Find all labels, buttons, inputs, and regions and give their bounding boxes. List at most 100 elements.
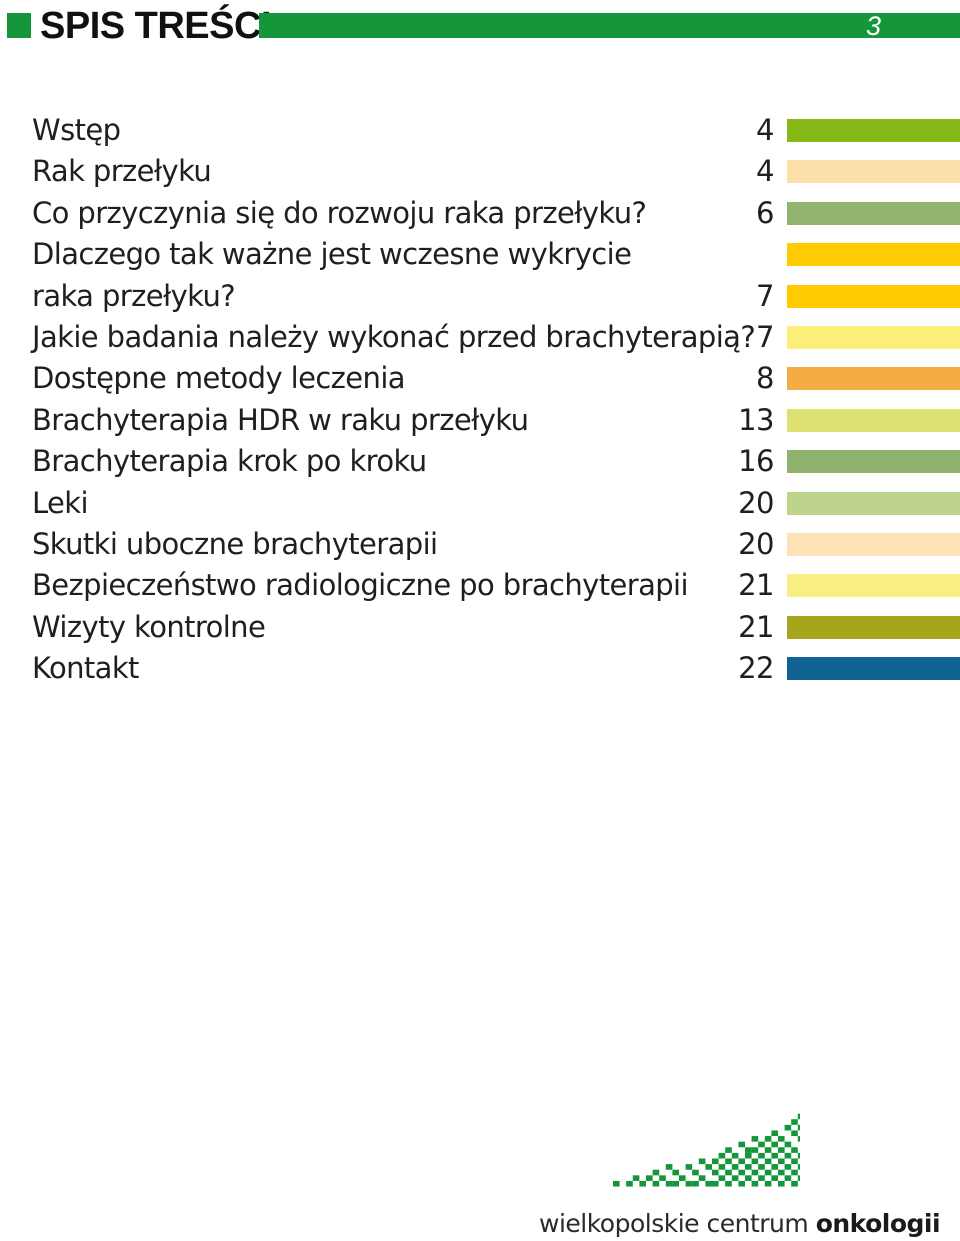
logo-pixel [725,1147,732,1153]
logo-pixel [784,1152,792,1159]
logo-pixel [797,1124,800,1131]
logo-pixel [758,1141,765,1148]
logo-pixel [725,1180,732,1187]
wco-logo-icon [613,1113,800,1187]
toc-row[interactable]: Kontakt 22 [0,650,960,686]
logo-pixel [665,1180,673,1187]
logo-pixel [626,1180,633,1187]
logo-pixel [718,1175,726,1181]
logo-pixel [712,1180,719,1187]
logo-pixel [646,1175,653,1181]
logo-pixel [764,1169,772,1176]
logo-pixel [712,1169,719,1176]
toc-label: Dlaczego tak ważne jest wczesne wykrycie [32,237,632,272]
toc-label: Leki [32,485,89,520]
toc-label: Dostępne metody leczenia [32,361,406,396]
logo-pixel [791,1147,798,1153]
toc-label: Brachyterapia krok po kroku [32,444,427,479]
logo-pixel [764,1147,772,1153]
toc-row[interactable]: Dlaczego tak ważne jest wczesne wykrycie [0,236,960,272]
logo-pixel [778,1180,785,1187]
logo-pixel [745,1147,752,1153]
logo-pixel [771,1152,778,1159]
logo-text: wielkopolskie centrum onkologii [539,1208,941,1240]
toc-row[interactable]: raka przełyku? 7 [0,278,960,314]
logo-pixel [745,1164,752,1170]
logo-pixel [751,1158,759,1165]
toc-label: Skutki uboczne brachyterapii [32,527,438,561]
logo-pixel [692,1180,699,1187]
logo-pixel [797,1152,800,1159]
logo-pixel [758,1152,765,1159]
logo-text-regular: wielkopolskie centrum [539,1209,816,1238]
logo-pixel [791,1119,798,1125]
toc-row[interactable]: Leki 20 [0,485,960,521]
toc-page-number: 20 [738,527,774,561]
toc-label: Bezpieczeństwo radiologiczne po brachyte… [32,568,689,603]
toc-page-number: 16 [738,444,774,479]
toc-row[interactable]: Wstęp 4 [0,112,960,148]
header-square [7,13,31,38]
logo-pixel [778,1169,785,1176]
logo-pixel [738,1180,745,1187]
toc-label: Kontakt [32,651,139,686]
logo-pixel [751,1169,759,1176]
toc-row[interactable]: Dostępne metody leczenia 8 [0,360,960,396]
logo-pixel [738,1141,745,1148]
logo-pixel [797,1136,800,1142]
logo-pixel [784,1141,792,1148]
page-title: SPIS TREŚCI [40,5,272,47]
toc-page-number: 21 [738,568,774,603]
toc-page-number: 22 [738,651,774,686]
logo-pixel [745,1152,752,1159]
toc-row[interactable]: Skutki uboczne brachyterapii 20 [0,526,960,562]
toc-color-bar [787,326,960,349]
page-number: 3 [866,11,882,41]
logo-pixel [679,1175,686,1181]
toc-color-bar [787,657,960,681]
toc-page-number: 8 [756,361,774,396]
toc-label: Jakie badania należy wykonać przed brach… [32,320,756,354]
logo-pixel [758,1164,765,1170]
logo-pixel [764,1158,772,1165]
toc-color-bar [787,243,960,267]
logo-pixel [738,1169,745,1176]
logo-pixel [764,1136,772,1142]
toc-color-bar [787,491,960,515]
toc-row[interactable]: Brachyterapia krok po kroku 16 [0,443,960,479]
header-bar [259,13,960,38]
toc-row[interactable]: Bezpieczeństwo radiologiczne po brachyte… [0,567,960,603]
toc-page-number: 4 [756,113,774,147]
logo-pixel [791,1158,798,1165]
logo-pixel [751,1136,759,1142]
logo-pixel [672,1180,679,1187]
toc-row[interactable]: Co przyczynia się do rozwoju raka przeły… [0,195,960,231]
toc-row[interactable]: Jakie badania należy wykonać przed brach… [0,319,960,355]
logo-pixel [685,1180,693,1187]
logo-pixel [712,1158,719,1165]
toc-label: raka przełyku? [32,278,236,313]
toc-row[interactable]: Rak przełyku 4 [0,153,960,189]
toc-row[interactable]: Wizyty kontrolne 21 [0,609,960,645]
logo-pixel [771,1164,778,1170]
logo-pixel [771,1130,778,1137]
toc-color-bar [787,160,960,184]
logo-pixel [797,1164,800,1170]
logo-pixel [692,1169,699,1176]
logo-pixel [784,1164,792,1170]
toc-page-number: 4 [756,154,774,189]
toc-color-bar [787,574,960,598]
logo-pixel [718,1152,726,1159]
logo-pixel [778,1136,785,1142]
logo-pixel [613,1180,620,1187]
toc-page-number: 20 [738,485,774,520]
logo-pixel [751,1147,759,1153]
toc-row[interactable]: Brachyterapia HDR w raku przełyku 13 [0,402,960,438]
toc-page-number: 21 [738,609,774,644]
logo-pixel [791,1180,798,1187]
logo-pixel [797,1113,800,1120]
logo-pixel [725,1158,732,1165]
toc-color-bar [787,533,960,556]
toc-label: Rak przełyku [32,154,212,189]
toc-page-number: 7 [756,320,774,354]
